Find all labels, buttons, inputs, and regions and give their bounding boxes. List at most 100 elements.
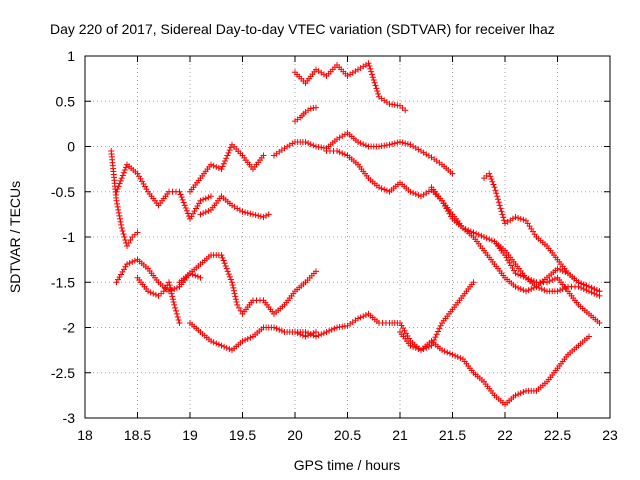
data-point bbox=[523, 274, 529, 281]
data-point bbox=[189, 271, 196, 278]
data-point bbox=[224, 152, 231, 159]
data-point bbox=[470, 279, 477, 286]
data-point bbox=[425, 152, 432, 159]
data-point bbox=[122, 164, 129, 171]
data-point bbox=[180, 199, 187, 206]
data-point bbox=[226, 273, 233, 280]
data-point bbox=[178, 194, 185, 201]
data-point bbox=[121, 234, 128, 240]
data-point bbox=[222, 262, 229, 269]
data-point bbox=[121, 167, 128, 174]
data-point bbox=[444, 349, 451, 356]
data-point bbox=[126, 260, 133, 267]
data-point bbox=[512, 283, 519, 290]
data-point bbox=[177, 191, 184, 198]
data-point bbox=[224, 268, 231, 275]
data-point bbox=[247, 334, 254, 341]
data-point bbox=[515, 214, 522, 221]
x-axis-label: GPS time / hours bbox=[294, 457, 401, 473]
data-point bbox=[218, 342, 225, 349]
data-point bbox=[528, 286, 535, 293]
data-point bbox=[501, 217, 508, 224]
data-point bbox=[225, 271, 232, 278]
data-point bbox=[452, 352, 459, 359]
data-point bbox=[230, 287, 237, 294]
data-point bbox=[119, 227, 126, 234]
data-point bbox=[205, 207, 212, 214]
data-point bbox=[404, 141, 411, 148]
data-point bbox=[467, 228, 474, 235]
data-point bbox=[352, 68, 359, 75]
data-point bbox=[255, 212, 262, 219]
data-point bbox=[475, 231, 482, 238]
data-point bbox=[192, 272, 199, 279]
data-point bbox=[470, 229, 477, 236]
data-point bbox=[495, 199, 502, 206]
data-point bbox=[320, 71, 327, 78]
x-tick-label: 18 bbox=[77, 427, 93, 443]
data-point bbox=[357, 64, 364, 71]
data-point bbox=[202, 209, 209, 216]
data-point bbox=[197, 197, 204, 204]
series-arc-mid-b bbox=[197, 193, 272, 221]
data-point bbox=[223, 265, 230, 272]
data-points bbox=[108, 60, 603, 408]
data-point bbox=[221, 260, 228, 267]
data-point bbox=[528, 276, 535, 283]
data-point bbox=[554, 265, 561, 272]
data-point bbox=[538, 286, 545, 293]
data-point bbox=[117, 218, 124, 225]
data-point bbox=[116, 212, 123, 219]
data-point bbox=[122, 237, 129, 244]
data-point bbox=[415, 192, 422, 199]
y-tick-label: -3 bbox=[63, 410, 76, 426]
data-point bbox=[391, 140, 398, 147]
data-point bbox=[478, 232, 485, 239]
data-point bbox=[227, 276, 234, 283]
data-point bbox=[446, 350, 453, 357]
data-point bbox=[213, 340, 220, 347]
data-point bbox=[449, 351, 456, 358]
data-point bbox=[250, 211, 256, 218]
data-point bbox=[242, 336, 249, 343]
chart-title: Day 220 of 2017, Sidereal Day-to-day VTE… bbox=[50, 21, 555, 37]
data-point bbox=[429, 339, 436, 346]
data-point bbox=[118, 221, 125, 228]
data-point bbox=[418, 148, 424, 155]
x-tick-label: 21 bbox=[392, 427, 408, 443]
data-point bbox=[583, 282, 590, 289]
data-point bbox=[197, 211, 204, 218]
data-point bbox=[495, 196, 501, 203]
data-point bbox=[239, 208, 246, 215]
data-point bbox=[236, 207, 243, 214]
x-tick-label: 20.5 bbox=[334, 427, 361, 443]
series-arc-early-c bbox=[134, 274, 183, 326]
series-arc-mid-upper bbox=[187, 141, 267, 195]
data-point bbox=[223, 155, 230, 162]
data-point bbox=[441, 348, 448, 355]
data-point bbox=[402, 107, 409, 114]
data-point bbox=[365, 60, 372, 67]
series-arc-right-d bbox=[491, 238, 603, 326]
data-point bbox=[271, 324, 277, 331]
data-point bbox=[331, 325, 338, 332]
y-tick-label: -2.5 bbox=[51, 365, 75, 381]
series-arc-low-left bbox=[187, 319, 319, 354]
y-tick-label: -0.5 bbox=[51, 184, 75, 200]
data-point bbox=[588, 284, 595, 291]
data-point bbox=[412, 144, 419, 151]
data-point bbox=[233, 299, 240, 306]
series-arc-zero bbox=[271, 129, 456, 177]
data-point bbox=[481, 234, 487, 240]
data-point bbox=[507, 217, 514, 224]
data-point bbox=[219, 163, 226, 170]
data-point bbox=[200, 196, 207, 203]
data-point bbox=[492, 187, 499, 194]
data-point bbox=[226, 147, 233, 154]
series-arc-right-upper bbox=[323, 148, 603, 295]
data-point bbox=[220, 257, 227, 264]
data-point bbox=[436, 325, 443, 332]
y-tick-label: 1 bbox=[67, 48, 75, 64]
data-point bbox=[315, 68, 322, 75]
data-point bbox=[497, 205, 504, 212]
